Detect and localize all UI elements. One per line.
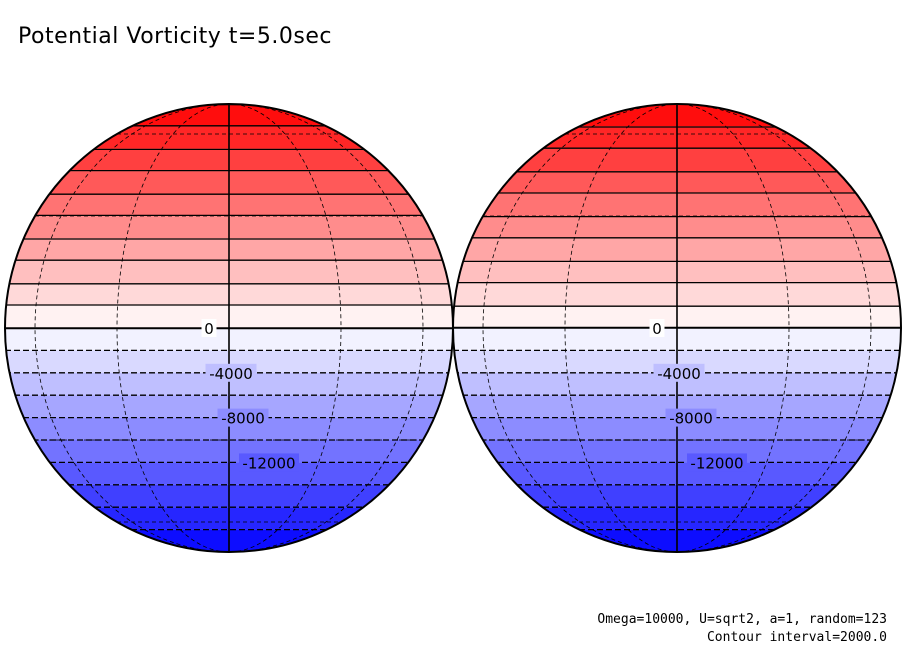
right-hemisphere: 0 -4000 -8000 -12000 [452,82,902,574]
negative-vorticity-band [453,552,901,574]
contour-label-bg [687,453,747,472]
globe-outline [452,103,902,553]
contour-label: -8000 [221,410,265,428]
contour-label: 0 [652,320,662,338]
contour-label: -12000 [242,454,295,472]
contour-label-bg [205,363,257,382]
contour-label: -4000 [657,365,701,383]
contour-label: 0 [204,320,214,338]
contour-label: -8000 [669,410,713,428]
negative-vorticity-band [5,552,453,574]
contour-label-bg [217,408,269,427]
contour-label-bg [665,408,717,427]
positive-vorticity-band [5,82,453,104]
contour-label-bg [201,319,217,337]
contour-label: -12000 [690,454,743,472]
contour-label-bg [239,453,299,472]
contour-label: -4000 [209,365,253,383]
positive-vorticity-band [453,82,901,104]
contour-label-bg [653,363,705,382]
contour-interval-annotation: Contour interval=2000.0 [706,630,887,645]
parameter-annotation: Omega=10000, U=sqrt2, a=1, random=123 [597,612,887,627]
contour-label-bg [649,319,665,337]
page-title: Potential Vorticity t=5.0sec [18,24,332,49]
left-hemisphere: 0 -4000 -8000 -12000 [4,82,454,574]
